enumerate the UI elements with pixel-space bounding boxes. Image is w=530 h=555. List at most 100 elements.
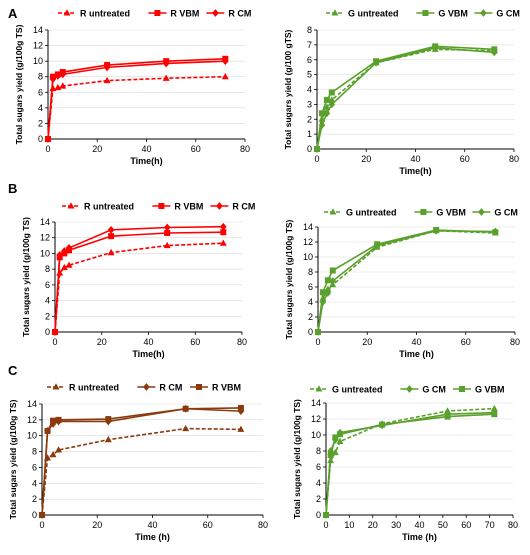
chart-C-right: 0 2 4 6 8 10 12 14 0 10 20 30 40 50 60 70 80 Time (h) Tota… <box>292 385 518 543</box>
data-point <box>328 89 335 96</box>
x-axis-label: Time(h) <box>132 349 164 359</box>
y-tick-label: 0 <box>32 510 37 520</box>
y-tick-label: 7 <box>307 40 312 50</box>
data-point <box>103 76 111 84</box>
x-tick-label: 80 <box>258 520 268 530</box>
y-tick-label: 10 <box>303 252 313 262</box>
chart-B-left: 0 2 4 6 8 10 12 14 0 20 40 60 80 Time(h) Total sugars … <box>21 202 255 360</box>
x-tick-label: 60 <box>203 520 213 530</box>
data-point <box>444 413 451 420</box>
x-tick-label: 20 <box>362 337 372 347</box>
y-tick-label: 14 <box>311 398 321 408</box>
y-tick-label: 6 <box>308 282 313 292</box>
data-point <box>56 251 63 259</box>
series-line <box>41 427 241 516</box>
data-point <box>332 434 339 441</box>
x-tick-label: 0 <box>315 337 320 347</box>
data-point <box>104 435 112 443</box>
x-tick-label: 50 <box>438 520 448 530</box>
data-point <box>44 135 52 143</box>
y-tick-label: 6 <box>45 280 50 290</box>
legend-label: R untreated <box>80 9 130 19</box>
x-tick-label: 40 <box>410 154 420 164</box>
data-point <box>319 298 327 306</box>
x-tick-label: 20 <box>97 337 107 347</box>
y-tick-label: 4 <box>307 85 312 95</box>
y-tick-label: 4 <box>38 103 43 113</box>
data-point <box>107 248 115 256</box>
data-point <box>318 110 325 117</box>
x-tick-label: 20 <box>92 520 102 530</box>
x-axis-label: Time (h) <box>135 532 170 542</box>
legend-label: R VBM <box>174 202 203 212</box>
legend-marker <box>420 209 427 215</box>
legend-label: G untreated <box>346 208 397 218</box>
y-tick-label: 8 <box>32 447 37 457</box>
data-point <box>337 431 344 438</box>
data-point <box>314 328 322 336</box>
y-tick-label: 10 <box>311 430 321 440</box>
y-tick-label: 8 <box>316 446 321 456</box>
y-tick-label: 8 <box>308 267 313 277</box>
data-point <box>39 512 45 518</box>
data-point <box>162 59 170 68</box>
x-tick-label: 0 <box>314 154 319 164</box>
x-tick-label: 0 <box>323 520 328 530</box>
y-tick-label: 2 <box>38 118 43 128</box>
data-point <box>324 289 332 297</box>
data-point <box>237 404 244 411</box>
data-point <box>61 247 68 255</box>
legend-marker <box>480 9 487 17</box>
y-tick-label: 12 <box>311 414 321 424</box>
legend-marker <box>67 202 75 209</box>
series-line <box>54 242 224 333</box>
data-point <box>107 225 115 234</box>
series-line <box>325 411 495 516</box>
y-tick-label: 2 <box>308 312 313 322</box>
y-tick-label: 2 <box>45 311 50 321</box>
y-tick-label: 6 <box>307 55 312 65</box>
y-tick-label: 10 <box>40 248 50 258</box>
legend-label: G VBM <box>438 9 468 19</box>
legend-marker <box>406 385 413 393</box>
legend-label: R untreated <box>69 383 119 393</box>
x-tick-label: 70 <box>485 520 495 530</box>
legend-label: G VBM <box>436 208 466 218</box>
data-point <box>492 227 499 236</box>
y-tick-label: 4 <box>45 296 50 306</box>
data-point <box>182 405 189 412</box>
data-point <box>49 75 57 83</box>
series-line <box>47 60 226 140</box>
chart-C-left: 0 2 4 6 8 10 12 14 0 20 40 60 80 Time (h) Total sugars… <box>8 383 268 543</box>
data-point <box>491 411 498 418</box>
x-tick-label: 60 <box>460 154 470 164</box>
y-tick-label: 10 <box>33 56 43 66</box>
panel-label-A: A <box>8 6 18 21</box>
y-tick-label: 12 <box>27 415 37 425</box>
legend-marker <box>331 9 339 16</box>
panel-label-C: C <box>8 363 18 378</box>
legend-marker <box>158 203 165 209</box>
y-tick-label: 4 <box>32 478 37 488</box>
data-point <box>318 121 326 130</box>
series-line <box>47 58 226 140</box>
x-tick-label: 0 <box>45 144 50 154</box>
data-point <box>49 450 57 458</box>
x-tick-label: 40 <box>414 520 424 530</box>
data-point <box>50 417 57 424</box>
y-tick-label: 2 <box>316 494 321 504</box>
x-axis-label: Time(h) <box>130 156 162 166</box>
x-tick-label: 20 <box>368 520 378 530</box>
y-tick-label: 6 <box>32 462 37 472</box>
series-line <box>316 45 495 150</box>
data-point <box>221 72 229 80</box>
data-point <box>327 447 334 455</box>
y-axis-label: Total sugars yield (g/100g TS) <box>21 217 31 337</box>
data-point <box>162 74 170 81</box>
data-point <box>60 263 68 271</box>
data-point <box>54 72 62 80</box>
legend-label: R VBM <box>212 383 241 393</box>
chart-A-left: 0 2 4 6 8 10 12 14 0 20 40 60 80 Time(h) Total sugars … <box>14 9 251 167</box>
y-axis-label: Total sugars yield (g/100 gTS) <box>283 29 293 149</box>
